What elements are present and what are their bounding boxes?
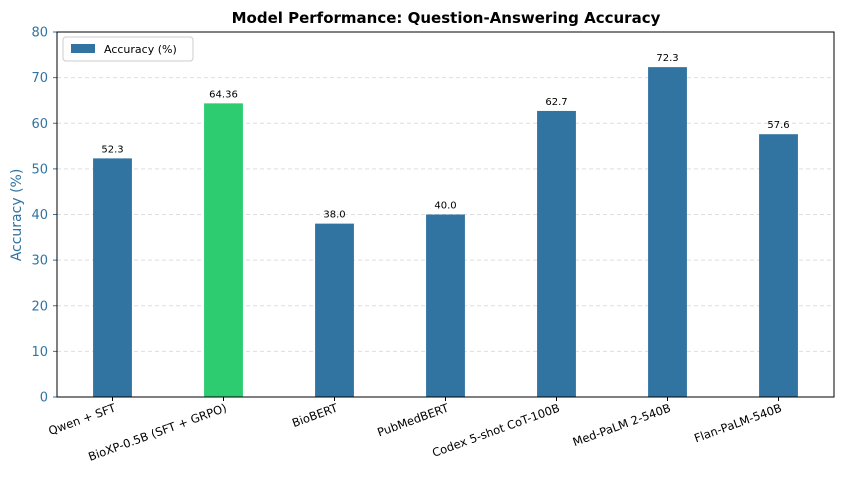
x-tick-label: BioBERT (290, 400, 340, 430)
x-tick-label: PubMedBERT (375, 400, 451, 439)
bar (426, 214, 465, 397)
y-tick-label: 20 (31, 299, 48, 314)
data-label: 57.6 (767, 120, 789, 131)
x-tick-label: Flan-PaLM-540B (692, 401, 783, 446)
y-axis-label: Accuracy (%) (9, 169, 25, 262)
data-labels: 52.3 64.36 38.0 40.0 62.7 72.3 57.6 (101, 53, 789, 220)
x-tick-label: Med-PaLM 2-540B (571, 401, 673, 449)
legend-box (62, 36, 194, 62)
y-tick-label: 50 (31, 162, 48, 177)
data-label: 62.7 (545, 97, 567, 108)
legend: Accuracy (%) (62, 36, 194, 62)
y-tick-label: 70 (31, 71, 48, 86)
y-tick-label: 30 (31, 254, 48, 269)
y-tick-label: 40 (31, 208, 48, 223)
bar (93, 158, 132, 397)
chart-title: Model Performance: Question-Answering Ac… (232, 9, 661, 27)
y-tick-label: 80 (31, 26, 48, 41)
data-label: 72.3 (656, 53, 678, 64)
data-label: 52.3 (101, 144, 123, 155)
legend-swatch (71, 44, 95, 53)
bar (315, 223, 354, 397)
y-ticks: 0 10 20 30 40 50 60 70 80 (31, 26, 57, 406)
y-tick-label: 60 (31, 117, 48, 132)
data-label: 64.36 (209, 89, 238, 100)
bar (537, 110, 576, 398)
bars (93, 67, 798, 398)
y-tick-label: 10 (31, 345, 48, 360)
data-label: 38.0 (323, 210, 345, 221)
bar (759, 134, 798, 397)
y-tick-label: 0 (40, 391, 48, 406)
bar (648, 67, 687, 397)
legend-label: Accuracy (%) (104, 43, 177, 56)
data-label: 40.0 (434, 201, 456, 212)
x-tick-label: Qwen + SFT (46, 400, 118, 438)
plot-frame (56, 31, 835, 398)
x-tick-label: Codex 5-shot CoT-100B (430, 401, 561, 460)
bar (204, 103, 243, 398)
